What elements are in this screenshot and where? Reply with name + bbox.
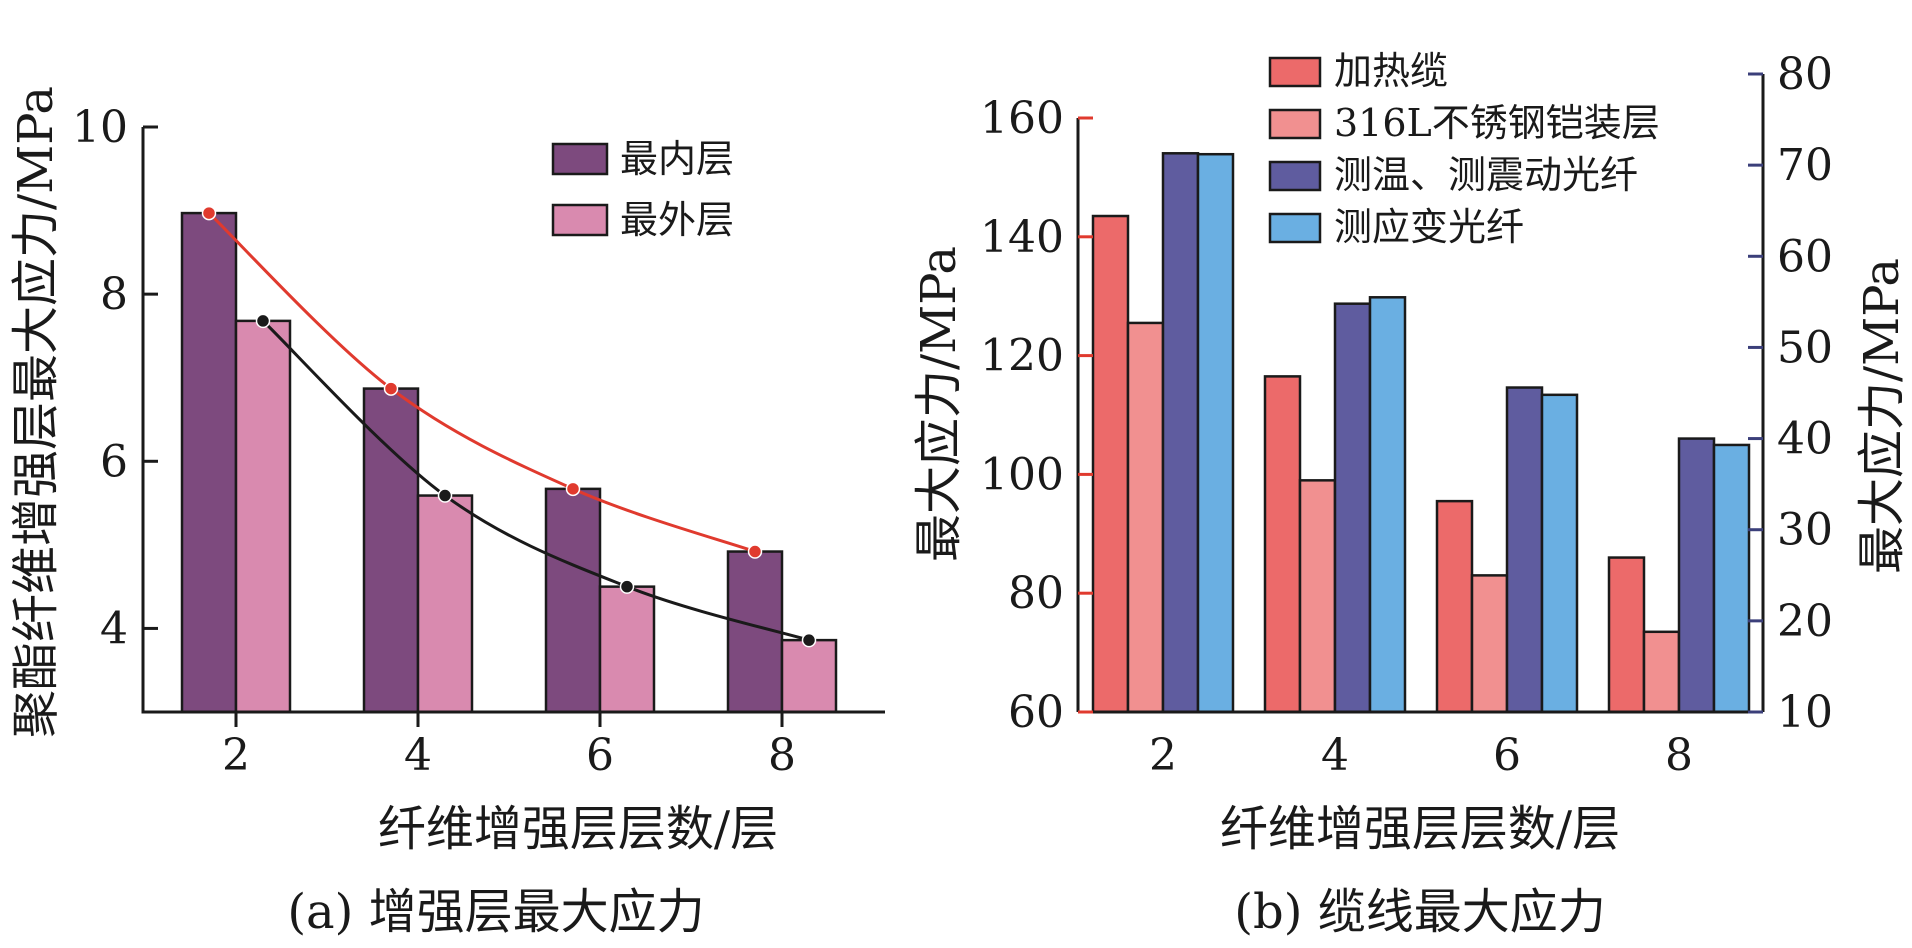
chart-a-bar-outermost-6 xyxy=(598,585,656,714)
chart-b-bars xyxy=(1091,152,1751,714)
chart-b-bar-strain-fiber-2 xyxy=(1196,152,1235,714)
chart-b-right-y-tick-label: 80 xyxy=(1777,49,1833,100)
legend-swatch-innermost xyxy=(551,142,609,176)
chart-b-bar-armor-layer-6 xyxy=(1470,574,1509,714)
chart-a-trend-line-innermost xyxy=(207,211,756,553)
legend-label-heating-cable: 加热缆 xyxy=(1334,49,1448,93)
chart-b-right-y-tick-label: 30 xyxy=(1777,505,1833,556)
chart-a-bar-outermost-8 xyxy=(780,638,838,714)
chart-b-bar-armor-layer-4 xyxy=(1298,479,1337,714)
chart-a-x-tick-label: 4 xyxy=(404,730,432,781)
chart-a-x-tick-label: 2 xyxy=(222,730,250,781)
chart-b-right-y-tick-label: 70 xyxy=(1777,140,1833,191)
chart-b-bar-strain-fiber-8 xyxy=(1712,443,1751,714)
chart-a-bar-innermost-6 xyxy=(544,487,602,714)
chart-b-bar-temp-vibration-fiber-2 xyxy=(1161,152,1200,714)
chart-b-left-y-tick-label: 140 xyxy=(980,212,1064,263)
chart-b-x-tick-label: 2 xyxy=(1149,730,1177,781)
legend-label-temp-vibration-fiber: 测温、测震动光纤 xyxy=(1334,153,1638,197)
chart-b-bar-heating-cable-2 xyxy=(1091,214,1130,714)
chart-a-trend-point-outermost-8 xyxy=(801,632,817,648)
chart-b: 60 80 100 120 140 160 10 20 30 40 50 60 70 80 2 4 6 8 纤… xyxy=(911,49,1910,940)
chart-a-trend-point-innermost-6 xyxy=(565,481,581,497)
chart-a-trend-line-outermost xyxy=(261,319,810,642)
chart-b-right-y-tick-label: 60 xyxy=(1777,231,1833,282)
chart-b-x-ticks: 2 4 6 8 xyxy=(1149,730,1693,781)
chart-b-x-tick-label: 8 xyxy=(1665,730,1693,781)
chart-b-left-y-axis-label: 最大应力/MPa xyxy=(911,246,967,562)
chart-b-left-y-tick-label: 160 xyxy=(980,93,1064,144)
chart-b-bar-temp-vibration-fiber-6 xyxy=(1505,386,1544,714)
chart-b-bar-armor-layer-2 xyxy=(1126,321,1165,714)
chart-b-legend: 加热缆 316L不锈钢铠装层 测温、测震动光纤 测应变光纤 xyxy=(1268,49,1660,249)
chart-b-right-y-tick-label: 10 xyxy=(1777,687,1833,738)
legend-swatch-heating-cable xyxy=(1268,56,1322,88)
chart-a-trend-point-outermost-6 xyxy=(619,579,635,594)
chart-b-bar-heating-cable-4 xyxy=(1263,375,1302,714)
chart-a-bar-outermost-2 xyxy=(234,319,292,714)
chart-a-trend-point-outermost-4 xyxy=(437,488,453,503)
legend-swatch-outermost xyxy=(551,203,609,237)
chart-b-caption: (b) 缆线最大应力 xyxy=(1234,884,1605,940)
chart-b-left-y-tick-label: 60 xyxy=(1008,687,1064,738)
chart-a-bar-outermost-4 xyxy=(416,494,474,714)
legend-label-outermost: 最外层 xyxy=(620,198,734,242)
chart-a-x-tick-label: 6 xyxy=(586,730,614,781)
chart-a-trend-point-innermost-2 xyxy=(201,205,217,221)
chart-b-x-tick-label: 4 xyxy=(1321,730,1349,781)
chart-b-left-y-tick-label: 80 xyxy=(1008,568,1064,619)
chart-b-right-y-tick-label: 20 xyxy=(1777,596,1833,647)
chart-b-bar-heating-cable-8 xyxy=(1607,556,1646,714)
chart-b-right-y-axis-label: 最大应力/MPa xyxy=(1854,258,1910,574)
chart-b-bar-heating-cable-6 xyxy=(1435,499,1474,714)
legend-label-innermost: 最内层 xyxy=(620,137,734,181)
legend-label-armor-layer: 316L不锈钢铠装层 xyxy=(1334,101,1660,145)
chart-a-y-tick-label: 6 xyxy=(100,436,128,487)
chart-a-x-tick-label: 8 xyxy=(768,730,796,781)
chart-b-x-axis-label: 纤维增强层层数/层 xyxy=(1220,801,1620,857)
chart-b-right-y-ticks: 10 20 30 40 50 60 70 80 xyxy=(1748,49,1833,738)
chart-a-y-axis-label: 聚酯纤维增强层最大应力/MPa xyxy=(8,86,64,738)
legend-label-strain-fiber: 测应变光纤 xyxy=(1334,205,1524,249)
chart-a-bar-innermost-2 xyxy=(180,211,238,714)
chart-a-y-ticks: 4 6 8 10 xyxy=(72,102,158,654)
chart-a-trend-point-innermost-4 xyxy=(383,381,399,396)
chart-b-bar-strain-fiber-4 xyxy=(1368,296,1407,714)
chart-b-right-y-tick-label: 50 xyxy=(1777,322,1833,373)
legend-swatch-temp-vibration-fiber xyxy=(1268,160,1322,192)
chart-a-legend: 最内层 最外层 xyxy=(551,137,734,242)
legend-swatch-armor-layer xyxy=(1268,108,1322,140)
chart-b-left-y-tick-label: 100 xyxy=(980,449,1064,500)
chart-a-trend-point-innermost-8 xyxy=(747,544,763,559)
chart-a-y-tick-label: 4 xyxy=(100,603,128,654)
chart-a-bar-innermost-4 xyxy=(362,387,420,714)
chart-a-caption: (a) 增强层最大应力 xyxy=(287,884,704,940)
chart-b-x-tick-label: 6 xyxy=(1493,730,1521,781)
chart-b-bar-temp-vibration-fiber-8 xyxy=(1677,437,1716,714)
chart-a: 4 6 8 10 2 4 6 8 纤维增强层层数/层 聚酯纤维增强层最大应力/MPa (a)… xyxy=(8,86,885,940)
chart-b-bar-temp-vibration-fiber-4 xyxy=(1333,302,1372,714)
chart-a-trend-lines xyxy=(201,205,817,648)
chart-a-x-ticks: 2 4 6 8 xyxy=(222,712,796,781)
chart-b-right-y-tick-label: 40 xyxy=(1777,414,1833,465)
chart-b-bar-strain-fiber-6 xyxy=(1540,393,1579,714)
legend-swatch-strain-fiber xyxy=(1268,212,1322,244)
chart-b-bar-armor-layer-8 xyxy=(1642,630,1681,714)
chart-b-left-y-tick-label: 120 xyxy=(980,331,1064,382)
chart-a-x-axis-label: 纤维增强层层数/层 xyxy=(378,801,778,857)
chart-a-y-tick-label: 10 xyxy=(72,102,128,153)
chart-b-left-y-ticks: 60 80 100 120 140 160 xyxy=(980,93,1093,738)
chart-a-y-tick-label: 8 xyxy=(100,269,128,320)
chart-a-trend-point-outermost-2 xyxy=(255,313,271,329)
